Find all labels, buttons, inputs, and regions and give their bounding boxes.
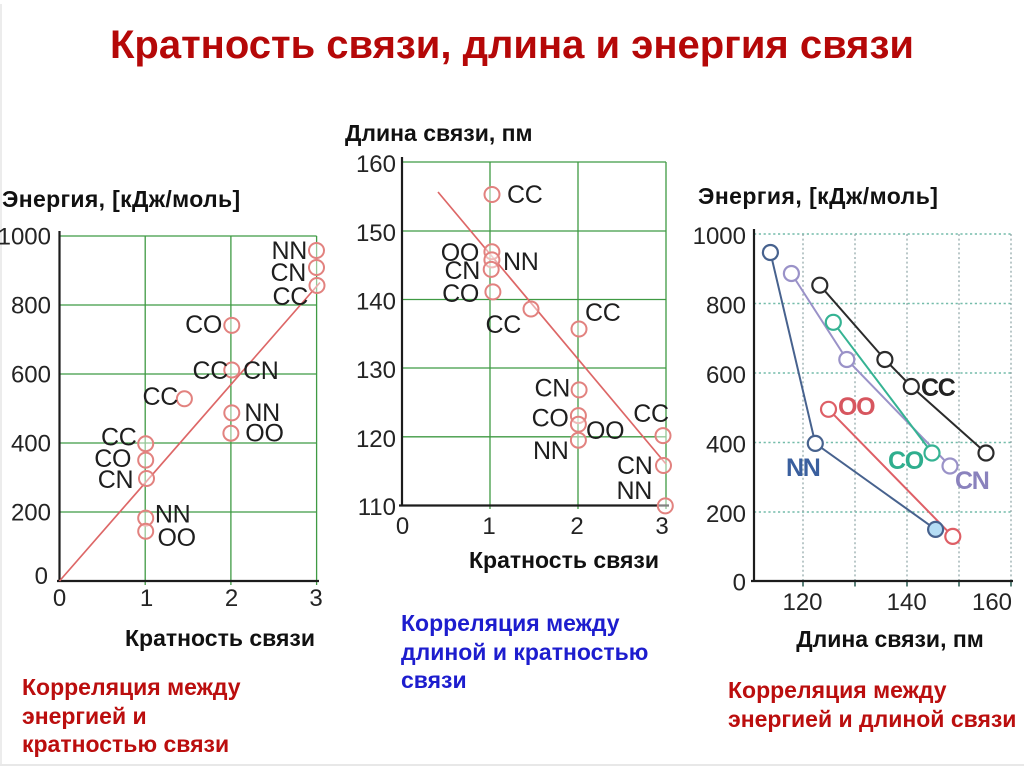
svg-text:160: 160: [356, 151, 396, 178]
svg-text:1000: 1000: [693, 223, 746, 250]
svg-text:OO: OO: [441, 239, 479, 267]
svg-text:Длина связи, пм: Длина связи, пм: [796, 626, 984, 652]
svg-text:CC: CC: [272, 283, 308, 311]
svg-text:160: 160: [972, 589, 1012, 616]
svg-text:130: 130: [356, 357, 396, 384]
svg-text:CC: CC: [633, 400, 669, 428]
svg-text:Кратность связи: Кратность связи: [469, 547, 659, 573]
svg-text:CC: CC: [921, 374, 956, 402]
svg-text:Энергия, [кДж/моль]: Энергия, [кДж/моль]: [2, 186, 241, 212]
svg-text:140: 140: [356, 289, 396, 316]
svg-text:1: 1: [140, 585, 153, 612]
svg-text:NN: NN: [244, 399, 280, 427]
svg-text:400: 400: [706, 432, 746, 459]
svg-text:2: 2: [225, 585, 238, 612]
svg-text:CN: CN: [270, 259, 306, 287]
svg-text:600: 600: [11, 362, 51, 389]
svg-text:CN: CN: [955, 467, 989, 495]
svg-text:0: 0: [53, 585, 66, 612]
svg-text:CC: CC: [507, 181, 543, 209]
svg-text:CO: CO: [532, 405, 569, 433]
svg-text:120: 120: [782, 589, 822, 616]
svg-text:NN: NN: [786, 454, 820, 482]
svg-text:Кратность связи: Кратность связи: [125, 625, 315, 651]
svg-text:CO: CO: [94, 445, 131, 473]
svg-text:2: 2: [570, 513, 583, 540]
svg-text:0: 0: [396, 513, 409, 540]
svg-text:120: 120: [356, 426, 396, 453]
svg-text:0: 0: [35, 563, 48, 590]
svg-text:3: 3: [309, 585, 322, 612]
svg-text:NN: NN: [271, 237, 307, 265]
svg-text:1: 1: [482, 513, 495, 540]
svg-text:800: 800: [706, 293, 746, 320]
svg-text:CN: CN: [243, 357, 279, 385]
svg-text:OO: OO: [158, 524, 196, 552]
svg-text:1000: 1000: [0, 224, 51, 251]
svg-text:200: 200: [11, 500, 51, 527]
svg-text:CC: CC: [585, 299, 621, 327]
svg-text:140: 140: [887, 589, 927, 616]
svg-text:OO: OO: [586, 417, 624, 445]
svg-text:NN: NN: [533, 437, 569, 465]
svg-text:CC: CC: [101, 424, 137, 452]
svg-text:800: 800: [11, 293, 51, 320]
svg-text:150: 150: [356, 220, 396, 247]
svg-text:CC: CC: [192, 357, 228, 385]
svg-text:0: 0: [733, 570, 746, 597]
svg-text:CN: CN: [444, 257, 480, 285]
svg-text:110: 110: [358, 494, 396, 521]
svg-text:NN: NN: [616, 477, 652, 505]
svg-text:CO: CO: [442, 280, 479, 308]
svg-text:600: 600: [706, 362, 746, 389]
svg-text:NN: NN: [155, 501, 191, 529]
svg-text:3: 3: [655, 513, 668, 540]
svg-text:CC: CC: [485, 311, 521, 339]
svg-text:200: 200: [706, 501, 746, 528]
svg-text:CN: CN: [98, 466, 134, 494]
svg-text:Длина связи, пм: Длина связи, пм: [345, 120, 533, 146]
svg-text:CO: CO: [185, 311, 222, 339]
svg-text:Энергия, [кДж/моль]: Энергия, [кДж/моль]: [698, 183, 938, 209]
svg-text:CN: CN: [534, 375, 570, 403]
svg-text:OO: OO: [838, 393, 875, 421]
svg-text:CN: CN: [617, 452, 653, 480]
svg-text:CC: CC: [142, 383, 178, 411]
svg-text:CO: CO: [888, 447, 924, 475]
svg-text:NN: NN: [503, 248, 539, 276]
svg-text:400: 400: [11, 431, 51, 458]
svg-text:OO: OO: [245, 420, 283, 448]
